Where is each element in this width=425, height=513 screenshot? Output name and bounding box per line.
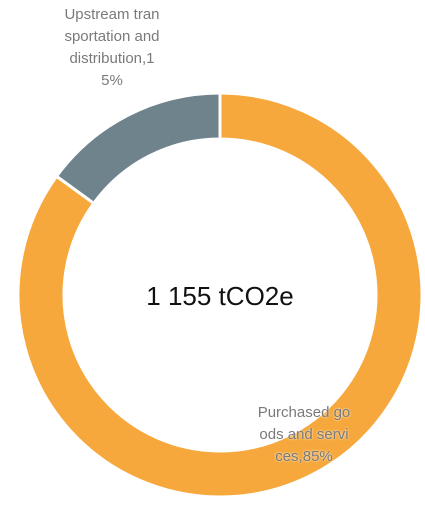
slices bbox=[16, 91, 424, 499]
donut-slice bbox=[54, 91, 222, 206]
donut-slice bbox=[16, 91, 424, 499]
slice-label: Purchased goods and services,85% bbox=[257, 404, 351, 465]
slice-label: Upstream transportation and distribution… bbox=[64, 6, 160, 89]
center-text: 1 155 tCO2e bbox=[146, 281, 293, 311]
